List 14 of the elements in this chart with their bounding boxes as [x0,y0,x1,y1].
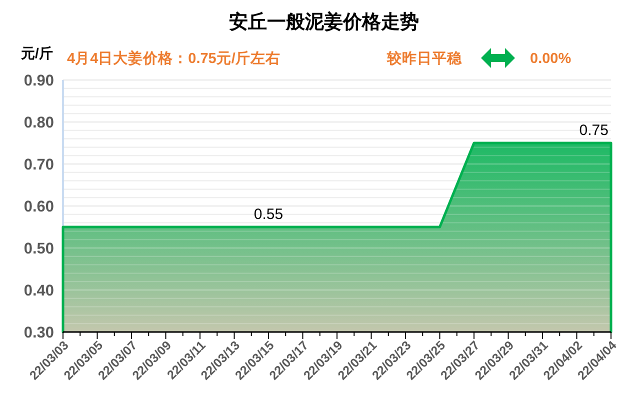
y-tick-label: 0.90 [24,72,54,90]
y-tick-label: 0.70 [24,156,54,174]
annotation: 0.75 [579,122,608,139]
y-tick-label: 0.50 [24,240,54,258]
chart-title: 安丘一般泥姜价格走势 [229,11,419,33]
text: 较昨日平稳 [386,50,463,67]
text: 4月4日大姜价格：0.75元/斤左右 [67,49,280,67]
annotation: 0.55 [254,206,284,223]
y-tick-label: 0.80 [24,114,54,132]
y-tick-label: 0.30 [24,324,54,342]
y-tick-label: 0.60 [24,198,54,216]
y-axis-title: 元/斤 [20,45,53,61]
y-tick-label: 0.40 [24,282,54,300]
text: 0.00% [530,51,572,67]
